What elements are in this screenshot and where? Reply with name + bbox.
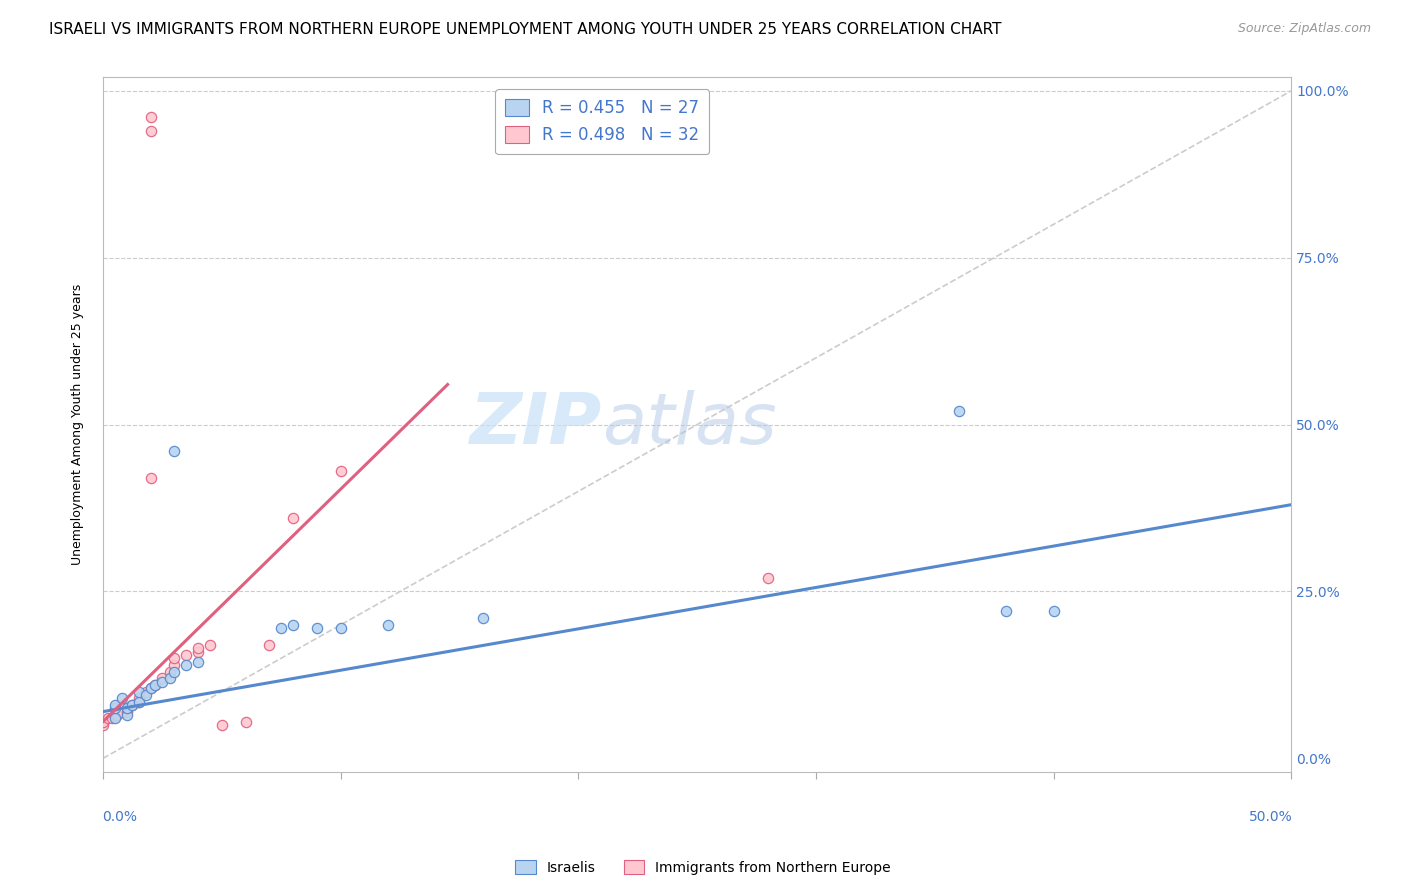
Point bbox=[187, 644, 209, 658]
Point bbox=[758, 571, 780, 585]
Point bbox=[111, 691, 134, 706]
Point bbox=[270, 621, 292, 635]
Point bbox=[104, 698, 127, 712]
Point bbox=[104, 701, 127, 715]
Point bbox=[187, 655, 209, 669]
Point bbox=[115, 705, 138, 719]
Point bbox=[121, 698, 143, 712]
Y-axis label: Unemployment Among Youth under 25 years: Unemployment Among Youth under 25 years bbox=[72, 284, 84, 566]
Point bbox=[139, 471, 162, 485]
Point bbox=[235, 714, 257, 729]
Text: 0.0%: 0.0% bbox=[101, 810, 136, 824]
Point bbox=[139, 111, 162, 125]
Legend: R = 0.455   N = 27, R = 0.498   N = 32: R = 0.455 N = 27, R = 0.498 N = 32 bbox=[495, 89, 709, 154]
Point bbox=[305, 621, 328, 635]
Text: atlas: atlas bbox=[602, 390, 776, 459]
Point bbox=[1042, 605, 1064, 619]
Point bbox=[163, 657, 186, 672]
Point bbox=[111, 705, 134, 719]
Point bbox=[115, 701, 138, 715]
Point bbox=[91, 718, 114, 732]
Point bbox=[163, 665, 186, 679]
Point bbox=[104, 708, 127, 723]
Point bbox=[163, 651, 186, 665]
Text: ISRAELI VS IMMIGRANTS FROM NORTHERN EUROPE UNEMPLOYMENT AMONG YOUTH UNDER 25 YEA: ISRAELI VS IMMIGRANTS FROM NORTHERN EURO… bbox=[49, 22, 1001, 37]
Point bbox=[329, 464, 352, 478]
Point bbox=[198, 638, 221, 652]
Text: Source: ZipAtlas.com: Source: ZipAtlas.com bbox=[1237, 22, 1371, 36]
Point bbox=[135, 688, 157, 702]
Point bbox=[377, 617, 399, 632]
Point bbox=[104, 711, 127, 725]
Point bbox=[139, 681, 162, 696]
Point bbox=[128, 695, 150, 709]
Point bbox=[139, 124, 162, 138]
Point bbox=[211, 718, 233, 732]
Point bbox=[115, 708, 138, 723]
Point bbox=[163, 444, 186, 458]
Point bbox=[187, 641, 209, 656]
Point bbox=[121, 698, 143, 712]
Point bbox=[174, 648, 197, 662]
Point bbox=[281, 617, 304, 632]
Point bbox=[91, 714, 114, 729]
Point bbox=[995, 605, 1018, 619]
Point bbox=[152, 671, 174, 685]
Point bbox=[128, 684, 150, 698]
Point bbox=[159, 671, 181, 685]
Point bbox=[472, 611, 495, 625]
Point bbox=[281, 511, 304, 525]
Point bbox=[152, 674, 174, 689]
Text: ZIP: ZIP bbox=[470, 390, 602, 459]
Point bbox=[128, 695, 150, 709]
Point bbox=[174, 657, 197, 672]
Point bbox=[948, 404, 970, 418]
Point bbox=[135, 684, 157, 698]
Point bbox=[115, 701, 138, 715]
Point bbox=[105, 708, 128, 723]
Legend: Israelis, Immigrants from Northern Europe: Israelis, Immigrants from Northern Europ… bbox=[509, 855, 897, 880]
Point bbox=[329, 621, 352, 635]
Point bbox=[101, 711, 124, 725]
Point bbox=[139, 681, 162, 696]
Point bbox=[97, 711, 120, 725]
Text: 50.0%: 50.0% bbox=[1249, 810, 1292, 824]
Point bbox=[143, 678, 166, 692]
Point bbox=[128, 691, 150, 706]
Point bbox=[159, 665, 181, 679]
Point bbox=[259, 638, 281, 652]
Point bbox=[143, 678, 166, 692]
